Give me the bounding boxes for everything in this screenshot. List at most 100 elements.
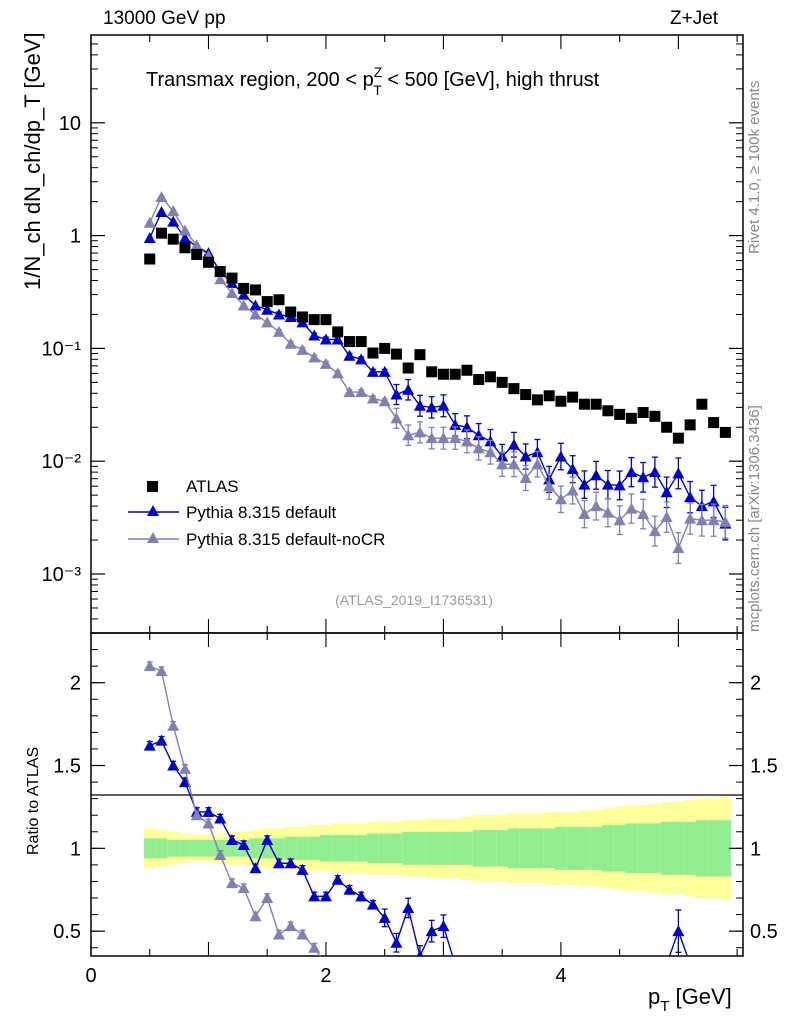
x-label-unit: [GeV] bbox=[669, 984, 731, 1009]
y-tick-label: 1 bbox=[70, 226, 81, 248]
ratio-band-stat bbox=[320, 835, 332, 862]
series-point bbox=[613, 514, 626, 526]
ratio-point bbox=[261, 892, 274, 904]
series-point bbox=[331, 367, 344, 379]
series-point bbox=[167, 215, 180, 227]
series-point bbox=[237, 288, 250, 300]
y-tick-label: 10⁻² bbox=[42, 451, 82, 473]
ratio-point bbox=[296, 863, 309, 875]
ratio-band-stat bbox=[672, 821, 685, 875]
series-point bbox=[660, 511, 673, 523]
atlas-data-point bbox=[367, 347, 379, 359]
series-point bbox=[178, 232, 191, 244]
ratio-point bbox=[167, 759, 180, 771]
series-point bbox=[460, 435, 473, 447]
ratio-tick-label: 0.5 bbox=[53, 921, 81, 943]
ratio-point bbox=[319, 890, 332, 902]
ratio-band-stat bbox=[602, 825, 614, 872]
atlas-data-point bbox=[614, 408, 626, 420]
series-point bbox=[319, 333, 332, 345]
series-point bbox=[225, 286, 238, 298]
ratio-band-stat bbox=[590, 826, 603, 870]
ratio-point bbox=[202, 805, 215, 817]
ratio-point bbox=[272, 857, 285, 869]
series-point bbox=[402, 429, 415, 441]
ratio-point bbox=[225, 834, 238, 846]
ratio-point bbox=[202, 817, 215, 829]
ratio-band-stat bbox=[284, 836, 297, 860]
ratio-point bbox=[672, 925, 685, 937]
atlas-data-point bbox=[320, 314, 332, 326]
ratio-band-stat bbox=[578, 826, 591, 870]
atlas-data-point bbox=[625, 412, 637, 424]
ratio-y-label: Ratio to ATLAS bbox=[25, 747, 42, 855]
ratio-band-stat bbox=[167, 840, 180, 857]
energy-label: 13000 GeV pp bbox=[103, 8, 226, 29]
atlas-data-point bbox=[437, 368, 449, 380]
ratio-point bbox=[272, 928, 285, 940]
atlas-data-point bbox=[637, 407, 649, 419]
ratio-band-stat bbox=[660, 821, 673, 875]
series-point bbox=[507, 458, 520, 470]
series-point bbox=[531, 458, 544, 470]
ratio-point bbox=[355, 890, 368, 902]
ratio-point bbox=[366, 898, 379, 910]
ratio-band-stat bbox=[179, 840, 191, 857]
series-point bbox=[214, 273, 227, 285]
series-point bbox=[719, 515, 732, 527]
ratio-band-stat bbox=[496, 830, 509, 867]
ratio-band-stat bbox=[143, 838, 156, 859]
ratio-tick-label-right: 2 bbox=[750, 673, 761, 695]
series-point bbox=[449, 432, 462, 444]
ratio-band-stat bbox=[308, 836, 321, 860]
series-point bbox=[249, 299, 262, 311]
series-point bbox=[296, 343, 309, 355]
series-point bbox=[566, 484, 579, 496]
series-point bbox=[355, 353, 368, 365]
series-point bbox=[566, 463, 579, 475]
ratio-point bbox=[143, 739, 156, 751]
series-point bbox=[272, 325, 285, 337]
atlas-data-point bbox=[708, 417, 720, 429]
ratio-point bbox=[343, 883, 356, 895]
series-point bbox=[249, 308, 262, 320]
ratio-point bbox=[425, 925, 438, 937]
ratio-tick-label-right: 1.5 bbox=[750, 756, 778, 778]
series-point bbox=[237, 299, 250, 311]
ratio-tick-label: 2 bbox=[70, 673, 81, 695]
atlas-data-point bbox=[696, 398, 708, 410]
ratio-band-stat bbox=[367, 833, 379, 864]
ratio-point bbox=[237, 839, 250, 851]
series-point bbox=[590, 500, 603, 512]
main-series bbox=[143, 190, 732, 565]
y-tick-label: 10⁻³ bbox=[42, 564, 82, 586]
atlas-data-point bbox=[719, 426, 731, 438]
x-axis-ticks: 0 2 4 bbox=[85, 35, 738, 987]
ratio-point bbox=[214, 848, 227, 860]
ratio-series bbox=[143, 660, 688, 956]
title-sup: Z bbox=[374, 64, 383, 80]
series-point bbox=[390, 388, 403, 400]
atlas-data-point bbox=[285, 306, 297, 318]
ratio-tick-label: 1.5 bbox=[53, 756, 81, 778]
analysis-tag: (ATLAS_2019_I1736531) bbox=[335, 592, 493, 608]
atlas-data-point bbox=[461, 364, 473, 376]
title-sub: T bbox=[373, 82, 382, 98]
x-label-main: p bbox=[648, 984, 660, 1009]
ratio-point bbox=[390, 936, 403, 948]
atlas-data-point bbox=[520, 389, 532, 401]
ratio-point bbox=[225, 877, 238, 889]
ratio-band-stat bbox=[508, 828, 520, 869]
plot-title: Transmax region, 200 < pZ T < 500 [GeV], … bbox=[146, 64, 600, 98]
series-point bbox=[425, 401, 438, 413]
atlas-data-point bbox=[672, 432, 684, 444]
atlas-data-point bbox=[531, 394, 543, 406]
ratio-point bbox=[214, 812, 227, 824]
series-point bbox=[308, 329, 321, 341]
ratio-band-stat bbox=[437, 831, 450, 865]
atlas-data-point bbox=[496, 376, 508, 388]
legend-label-atlas: ATLAS bbox=[186, 477, 239, 496]
ratio-band-stat bbox=[226, 840, 238, 857]
ratio-point bbox=[249, 910, 262, 922]
